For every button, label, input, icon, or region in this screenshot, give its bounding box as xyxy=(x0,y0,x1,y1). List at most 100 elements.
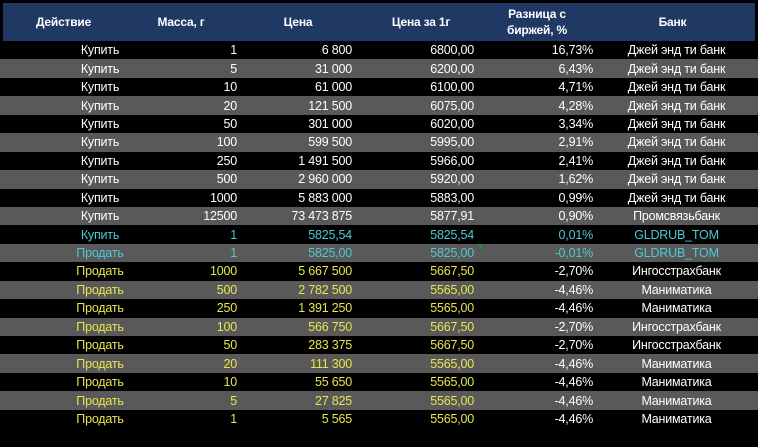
table-row: Купить 100 599 500 5995,00 2,91% Джей энд ти … xyxy=(0,133,758,152)
cell-price-per-gram: 6200,00 xyxy=(430,61,474,76)
cell-price: 1 391 250 xyxy=(298,301,352,316)
cell-diff: -0,01% xyxy=(554,246,594,261)
cell-price: 599 500 xyxy=(308,135,352,150)
cell-price: 1 491 500 xyxy=(298,153,352,168)
cell-action: Купить xyxy=(80,190,120,205)
cell-price: 73 473 875 xyxy=(291,209,352,224)
cell-price-per-gram: 5565,00 xyxy=(430,282,474,297)
table-row: Продать 5 27 825 5565,00 -4,46% Маниматика xyxy=(0,391,758,410)
cell-diff: 0,01% xyxy=(558,227,594,242)
cell-price: 55 650 xyxy=(314,375,352,390)
cell-action: Купить xyxy=(80,116,120,131)
cell-diff: -4,46% xyxy=(554,301,594,316)
cell-diff: -4,46% xyxy=(554,411,594,426)
cell-diff: -4,46% xyxy=(554,393,594,408)
cell-mass: 20 xyxy=(223,98,237,113)
cell-price: 27 825 xyxy=(314,393,352,408)
cell-action: Купить xyxy=(80,43,120,58)
cell-mass: 10 xyxy=(223,80,237,95)
cell-diff: 6,43% xyxy=(558,61,594,76)
cell-mass: 1000 xyxy=(209,190,237,205)
cell-diff: -4,46% xyxy=(554,282,594,297)
table-row: Продать 20 111 300 5565,00 -4,46% Маниматика xyxy=(0,354,758,373)
table-row: Продать 50 283 375 5667,50 -2,70% Ингосстрахб… xyxy=(0,336,758,354)
cell-diff: 2,41% xyxy=(558,153,594,168)
cell-bank: Джей энд ти банк xyxy=(627,172,726,187)
cell-price: 5 667 500 xyxy=(298,264,352,279)
cell-bank: Ингосстрахбанк xyxy=(632,338,721,353)
cell-bank: Маниматика xyxy=(641,375,712,390)
cell-mass: 1000 xyxy=(209,264,237,279)
cell-price: 2 960 000 xyxy=(298,172,352,187)
cell-action: Купить xyxy=(80,80,120,95)
table-row: Купить 10 61 000 6100,00 4,71% Джей энд ти ба… xyxy=(0,78,758,96)
cell-action: Продать xyxy=(76,393,124,408)
header-price-per-gram: Цена за 1г xyxy=(391,15,451,29)
cell-mass: 250 xyxy=(216,301,237,316)
cell-price-per-gram: 5667,50 xyxy=(430,338,474,353)
cell-diff: 1,62% xyxy=(558,172,594,187)
cell-bank: Джей энд ти банк xyxy=(627,135,726,150)
cell-mass: 500 xyxy=(216,282,237,297)
cell-price: 5825,00 xyxy=(308,246,352,261)
cell-price-per-gram: 5565,00 xyxy=(430,301,474,316)
cell-price-per-gram: 5883,00 xyxy=(430,190,474,205)
cell-mass: 1 xyxy=(230,227,237,242)
cell-action: Купить xyxy=(80,209,120,224)
cell-comment-marker-icon xyxy=(477,243,482,249)
cell-action: Купить xyxy=(80,153,120,168)
cell-price-per-gram: 5920,00 xyxy=(430,172,474,187)
table-row: Купить 20 121 500 6075,00 4,28% Джей энд ти б… xyxy=(0,96,758,115)
cell-bank: GLDRUB_TOM xyxy=(634,227,719,242)
table-row: Купить 12500 73 473 875 5877,91 0,90% Промсвя… xyxy=(0,206,758,226)
cell-diff: -2,70% xyxy=(554,264,594,279)
cell-bank: Маниматика xyxy=(641,411,712,426)
cell-price: 6 800 xyxy=(321,43,352,58)
cell-bank: Джей энд ти банк xyxy=(627,98,726,113)
cell-action: Продать xyxy=(76,264,124,279)
cell-price-per-gram: 6800,00 xyxy=(430,43,474,58)
table-row: Продать 1000 5 667 500 5667,50 -2,70% Ингосст… xyxy=(0,262,758,280)
cell-mass: 500 xyxy=(216,172,237,187)
cell-price-per-gram: 5667,50 xyxy=(430,264,474,279)
cell-mass: 20 xyxy=(223,356,237,371)
table-row: Продать 250 1 391 250 5565,00 -4,46% Манимати… xyxy=(0,299,758,317)
cell-action: Купить xyxy=(80,227,120,242)
cell-mass: 5 xyxy=(230,393,237,408)
cell-mass: 100 xyxy=(216,135,237,150)
table-row: Купить 1 5825,54 5825,54 0,01% GLDRUB_TOM xyxy=(0,225,758,243)
cell-price: 121 500 xyxy=(308,98,352,113)
cell-price-per-gram: 5966,00 xyxy=(430,153,474,168)
cell-mass: 5 xyxy=(230,61,237,76)
cell-mass: 1 xyxy=(230,43,237,58)
cell-price: 283 375 xyxy=(308,338,352,353)
cell-action: Продать xyxy=(76,375,124,390)
cell-price: 566 750 xyxy=(308,319,352,334)
cell-action: Продать xyxy=(76,282,124,297)
header-price: Цена xyxy=(283,15,313,29)
table-row: Продать 100 566 750 5667,50 -2,70% Ингосстрах… xyxy=(0,317,758,336)
header-mass: Масса, г xyxy=(157,15,205,29)
cell-diff: 2,91% xyxy=(558,135,594,150)
cell-bank: Джей энд ти банк xyxy=(627,61,726,76)
cell-diff: 3,34% xyxy=(558,116,594,131)
cell-action: Купить xyxy=(80,135,120,150)
cell-price: 2 782 500 xyxy=(298,282,352,297)
cell-bank: Маниматика xyxy=(641,282,712,297)
table-row: Продать 1 5825,00 5825,00 -0,01% GLDRUB_TOM xyxy=(0,243,758,263)
cell-price-per-gram: 6020,00 xyxy=(430,116,474,131)
cell-bank: Маниматика xyxy=(641,393,712,408)
cell-mass: 1 xyxy=(230,411,237,426)
table-row: Продать 500 2 782 500 5565,00 -4,46% Манимати… xyxy=(0,280,758,300)
cell-mass: 12500 xyxy=(203,209,237,224)
table-row: Купить 5 31 000 6200,00 6,43% Джей энд ти бан… xyxy=(0,59,758,78)
cell-mass: 50 xyxy=(223,338,237,353)
cell-action: Продать xyxy=(76,338,124,353)
cell-mass: 250 xyxy=(216,153,237,168)
cell-diff: -2,70% xyxy=(554,319,594,334)
cell-price: 301 000 xyxy=(308,116,352,131)
cell-diff: -4,46% xyxy=(554,375,594,390)
cell-action: Продать xyxy=(76,319,124,334)
cell-action: Купить xyxy=(80,61,120,76)
cell-price-per-gram: 5565,00 xyxy=(430,356,474,371)
